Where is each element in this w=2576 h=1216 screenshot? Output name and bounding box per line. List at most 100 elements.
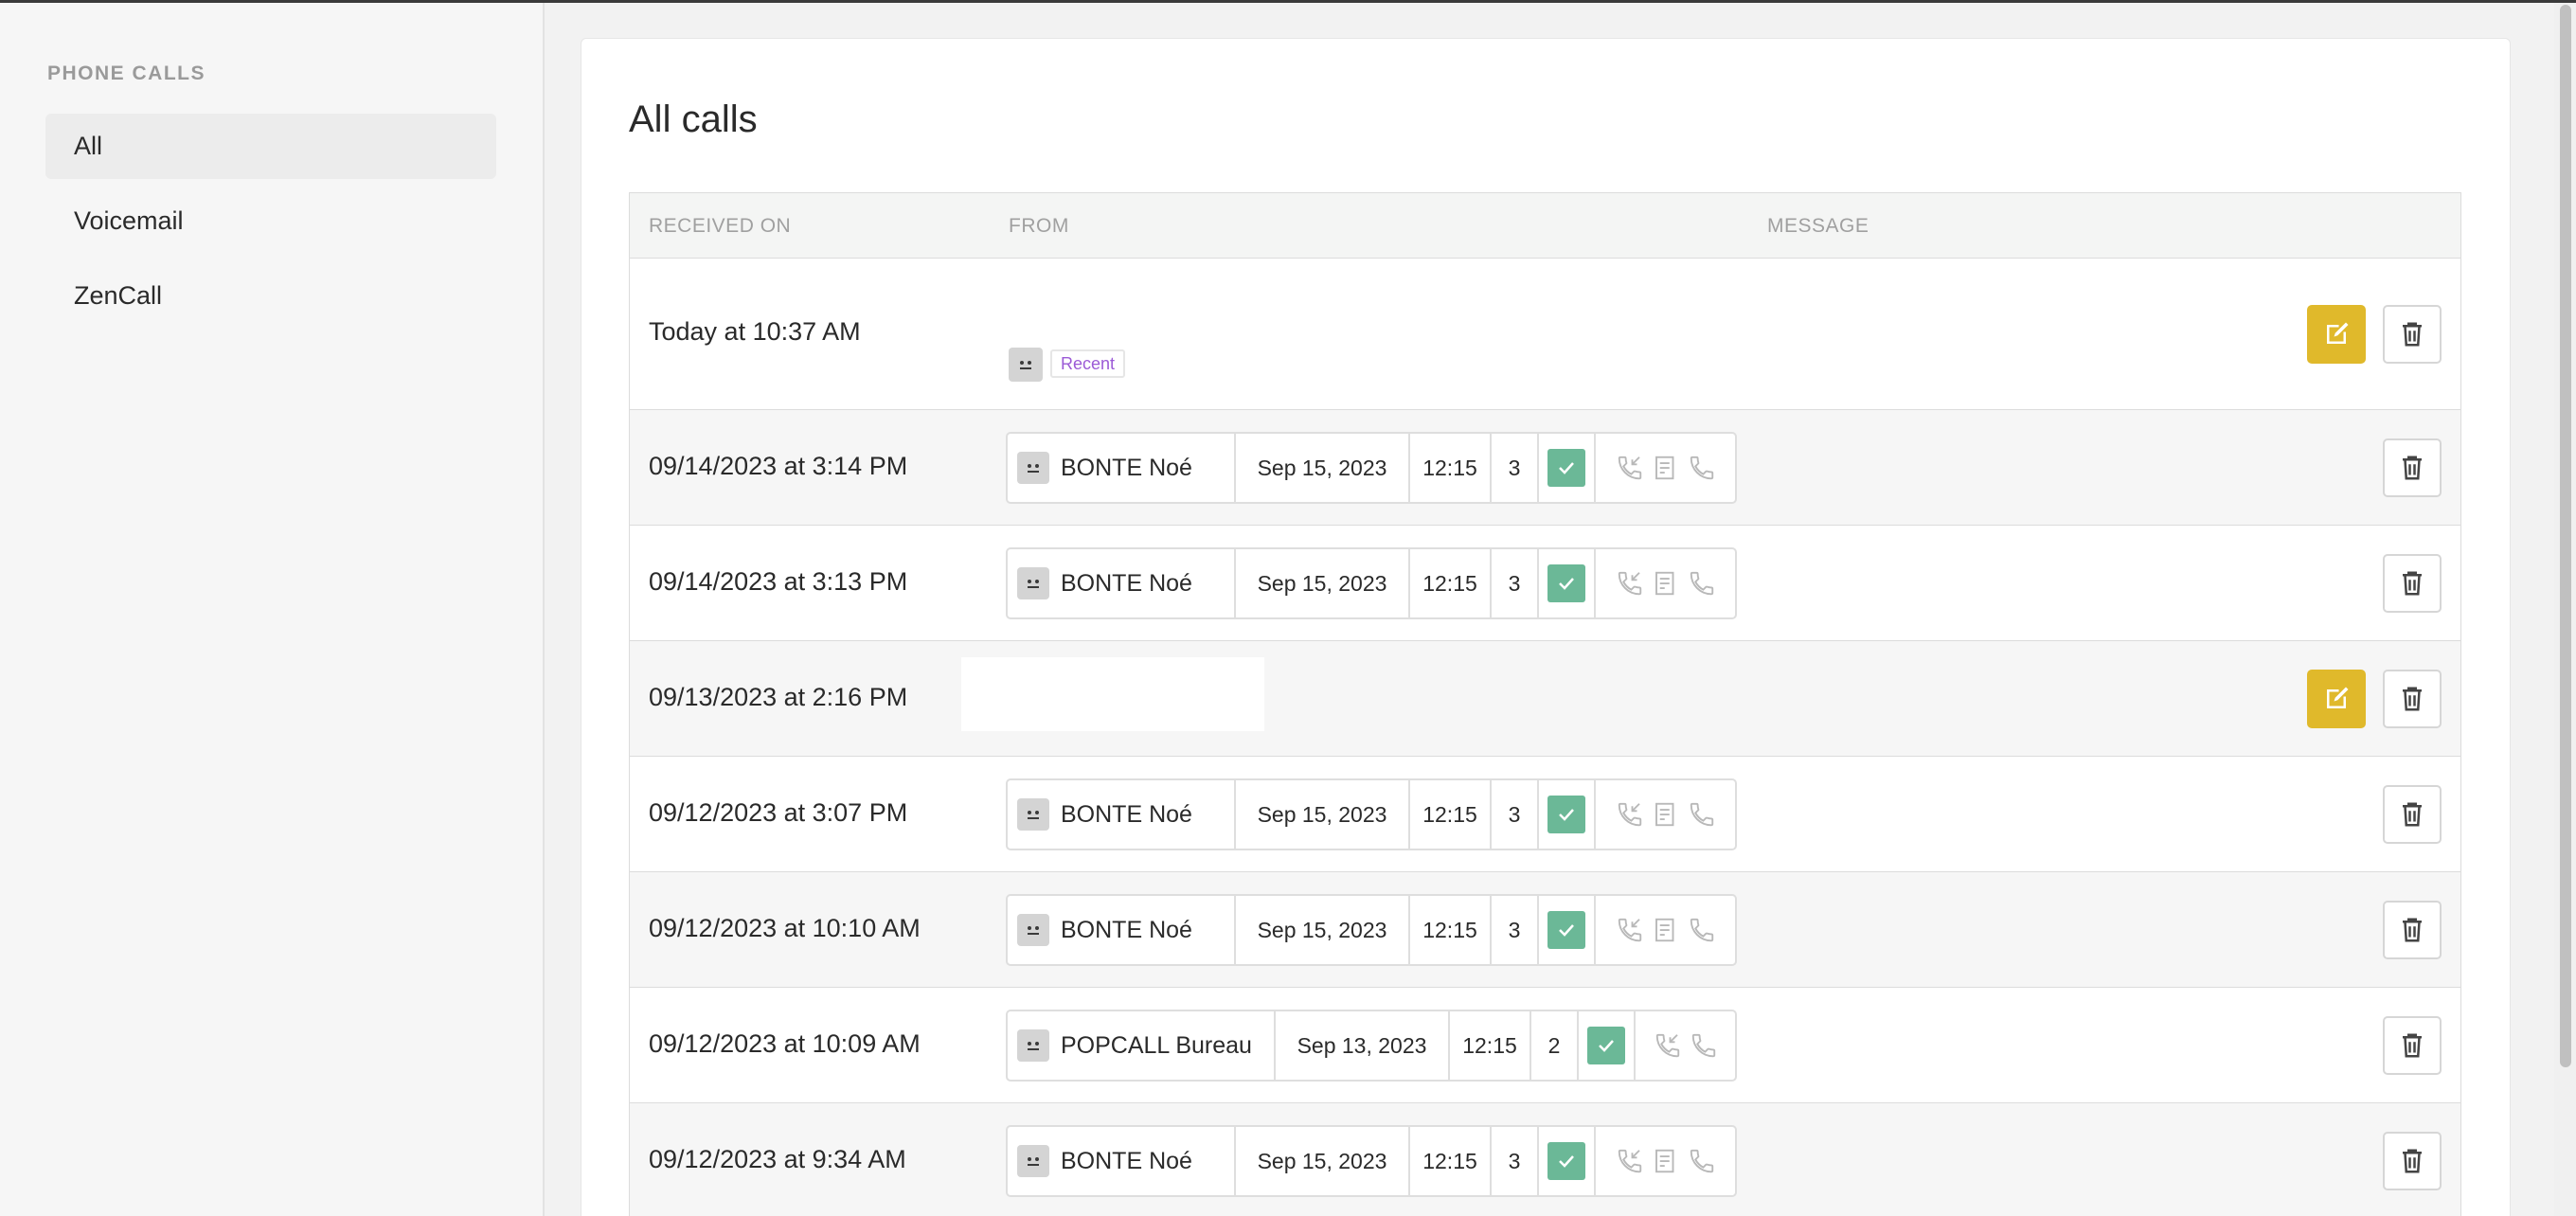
call-actions [1596, 1127, 1735, 1195]
incoming-call-icon[interactable] [1616, 1147, 1644, 1175]
calls-card: All calls RECEIVED ON FROM MESSAGE Today… [581, 38, 2511, 1216]
table-row[interactable]: 09/12/2023 at 10:10 AM BONTE Noé Sep 15,… [630, 872, 2460, 988]
face-icon [1009, 348, 1043, 382]
empty-message-area [961, 657, 1264, 731]
call-count: 2 [1531, 1011, 1579, 1080]
call-date: Sep 13, 2023 [1276, 1011, 1450, 1080]
contact-card-icon[interactable] [1652, 916, 1680, 944]
delete-button[interactable] [2383, 901, 2442, 959]
calls-table: RECEIVED ON FROM MESSAGE Today at 10:37 … [629, 192, 2461, 1216]
caller-name: BONTE Noé [1061, 454, 1192, 481]
call-time: 12:15 [1450, 1011, 1531, 1080]
sidebar-item-voicemail[interactable]: Voicemail [74, 206, 184, 235]
contact-card-icon[interactable] [1652, 800, 1680, 829]
check-icon[interactable] [1547, 449, 1585, 487]
incoming-call-icon[interactable] [1616, 916, 1644, 944]
delete-button[interactable] [2383, 438, 2442, 497]
face-icon [1017, 567, 1049, 599]
call-count: 3 [1492, 549, 1539, 617]
caller-pill[interactable]: BONTE Noé Sep 15, 2023 12:15 3 [1006, 778, 1737, 850]
trash-icon [2403, 571, 2422, 596]
check-icon[interactable] [1547, 911, 1585, 949]
table-row[interactable]: 09/13/2023 at 2:16 PM [630, 641, 2460, 757]
caller-name: BONTE Noé [1061, 916, 1192, 943]
status-segment [1579, 1011, 1636, 1080]
face-icon [1017, 798, 1049, 831]
face-icon [1017, 914, 1049, 946]
face-icon [1017, 452, 1049, 484]
incoming-call-icon[interactable] [1616, 454, 1644, 482]
caller-name-segment: BONTE Noé [1008, 434, 1236, 502]
scrollbar[interactable] [2554, 3, 2576, 1216]
table-row[interactable]: 09/12/2023 at 9:34 AM BONTE Noé Sep 15, … [630, 1103, 2460, 1216]
call-time: 12:15 [1410, 780, 1492, 849]
caller-name: BONTE Noé [1061, 1147, 1192, 1174]
table-row[interactable]: 09/14/2023 at 3:14 PM BONTE Noé Sep 15, … [630, 410, 2460, 526]
incoming-call-icon[interactable] [1616, 569, 1644, 598]
call-time: 12:15 [1410, 1127, 1492, 1195]
trash-icon [2403, 1149, 2422, 1173]
table-row[interactable]: 09/12/2023 at 3:07 PM BONTE Noé Sep 15, … [630, 757, 2460, 872]
caller-name: POPCALL Bureau [1061, 1031, 1252, 1059]
delete-button[interactable] [2383, 785, 2442, 844]
delete-button[interactable] [2383, 1016, 2442, 1075]
trash-icon [2403, 802, 2422, 827]
table-row[interactable]: Today at 10:37 AM Recent [630, 259, 2460, 410]
call-actions [1636, 1011, 1735, 1080]
contact-card-icon[interactable] [1652, 569, 1680, 598]
sidebar-item-all[interactable]: All [45, 114, 496, 179]
call-count: 3 [1492, 780, 1539, 849]
delete-button[interactable] [2383, 1132, 2442, 1190]
delete-button[interactable] [2383, 670, 2442, 728]
call-time: 12:15 [1410, 549, 1492, 617]
sidebar-item-zencall[interactable]: ZenCall [74, 281, 163, 310]
table-row[interactable]: 09/12/2023 at 10:09 AM POPCALL Bureau Se… [630, 988, 2460, 1103]
table-row[interactable]: 09/14/2023 at 3:13 PM BONTE Noé Sep 15, … [630, 526, 2460, 641]
caller-pill[interactable]: BONTE Noé Sep 15, 2023 12:15 3 [1006, 547, 1737, 619]
delete-button[interactable] [2383, 554, 2442, 613]
received-date: 09/13/2023 at 2:16 PM [649, 683, 908, 711]
caller-pill[interactable]: BONTE Noé Sep 15, 2023 12:15 3 [1006, 1125, 1737, 1197]
contact-card-icon[interactable] [1652, 1147, 1680, 1175]
caller-name-segment: BONTE Noé [1008, 1127, 1236, 1195]
call-actions [1596, 549, 1735, 617]
received-date: 09/12/2023 at 3:07 PM [649, 798, 908, 827]
caller-name: BONTE Noé [1061, 800, 1192, 828]
phone-icon[interactable] [1688, 1147, 1716, 1175]
phone-icon[interactable] [1688, 454, 1716, 482]
phone-icon[interactable] [1688, 800, 1716, 829]
sidebar: PHONE CALLS All Voicemail ZenCall [0, 3, 545, 1216]
check-icon[interactable] [1587, 1027, 1625, 1064]
face-icon [1017, 1145, 1049, 1177]
trash-icon [2403, 322, 2422, 347]
column-from: FROM [1009, 215, 1069, 237]
incoming-call-icon[interactable] [1616, 800, 1644, 829]
contact-card-icon[interactable] [1652, 454, 1680, 482]
received-date: 09/14/2023 at 3:13 PM [649, 567, 908, 596]
edit-button[interactable] [2307, 305, 2366, 364]
delete-button[interactable] [2383, 305, 2442, 364]
sidebar-nav: All Voicemail ZenCall [45, 114, 496, 338]
phone-icon[interactable] [1688, 569, 1716, 598]
caller-pill[interactable]: BONTE Noé Sep 15, 2023 12:15 3 [1006, 432, 1737, 504]
face-icon [1017, 1029, 1049, 1062]
check-icon[interactable] [1547, 1142, 1585, 1180]
caller-pill[interactable]: BONTE Noé Sep 15, 2023 12:15 3 [1006, 894, 1737, 966]
check-icon[interactable] [1547, 796, 1585, 833]
phone-icon[interactable] [1688, 916, 1716, 944]
phone-icon[interactable] [1690, 1031, 1718, 1060]
edit-icon [2327, 687, 2349, 708]
check-icon[interactable] [1547, 564, 1585, 602]
recent-badge: Recent [1050, 349, 1126, 378]
caller-pill[interactable]: POPCALL Bureau Sep 13, 2023 12:15 2 [1006, 1010, 1737, 1082]
edit-button[interactable] [2307, 670, 2366, 728]
page-title: All calls [629, 98, 758, 140]
incoming-call-icon[interactable] [1654, 1031, 1682, 1060]
call-date: Sep 15, 2023 [1236, 434, 1410, 502]
call-count: 3 [1492, 434, 1539, 502]
status-segment [1539, 780, 1596, 849]
call-actions [1596, 780, 1735, 849]
call-count: 3 [1492, 1127, 1539, 1195]
scrollbar-thumb[interactable] [2560, 5, 2571, 1067]
caller-name: BONTE Noé [1061, 569, 1192, 597]
